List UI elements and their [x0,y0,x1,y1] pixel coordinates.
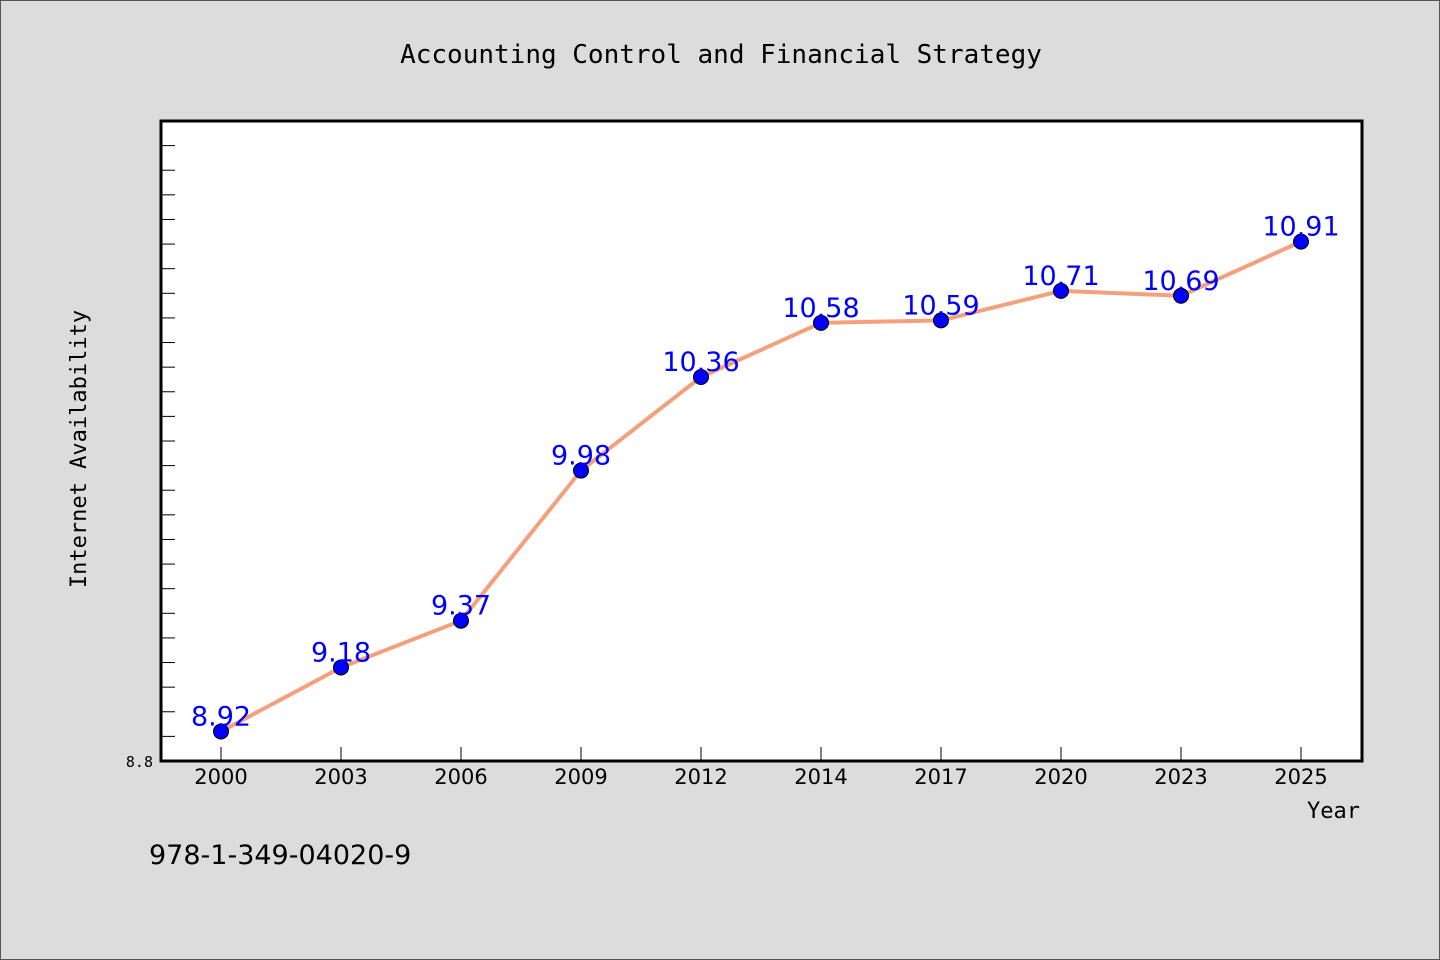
x-tick-label: 2020 [1034,765,1087,789]
data-point [693,369,709,385]
data-markers [213,233,1309,740]
data-label: 10.58 [782,293,859,324]
data-labels: 8.92 9.18 9.37 9.98 10.36 10.58 10.59 10.71 10.6… [191,212,1340,733]
x-tick-label: 2025 [1274,765,1327,789]
y-axis-ticks [161,145,175,762]
data-label: 10.71 [1022,261,1099,292]
data-point [453,612,469,629]
y-axis-label: Internet Availability [67,310,92,588]
x-tick-label: 2006 [434,765,487,789]
data-point [213,723,229,740]
plot-area [159,119,1364,763]
x-tick-label: 2000 [194,765,247,789]
data-label: 9.18 [311,637,371,668]
data-label: 10.69 [1142,266,1219,297]
x-tick-label: 2012 [674,765,727,789]
data-label: 8.92 [191,701,251,732]
data-label: 10.91 [1262,212,1339,243]
x-tick-label: 2023 [1154,765,1207,789]
data-point [933,312,949,329]
data-point [1293,233,1309,250]
x-tick-label: 2014 [794,765,847,789]
x-tick-label: 2009 [554,765,607,789]
chart-title: Accounting Control and Financial Strateg… [400,40,1042,70]
x-tick-labels: 2000 2003 2006 2009 2012 2014 2017 2020 2023 2025 [194,765,1327,789]
data-label: 10.59 [902,290,979,321]
y-tick-label: 8.8 [126,753,153,771]
x-axis-ticks [220,747,1302,761]
data-point [1053,282,1069,299]
series-line-group [219,239,1303,734]
isbn-text: 978-1-349-04020-9 [149,840,411,871]
x-tick-label: 2017 [914,765,967,789]
data-label: 9.98 [551,441,611,472]
data-point [813,314,829,331]
data-point [1173,287,1189,304]
x-tick-label: 2003 [314,765,367,789]
data-label: 9.37 [431,591,491,622]
data-point [333,659,349,676]
data-label: 10.36 [662,347,739,378]
x-axis-label: Year [1307,799,1360,824]
series-line [219,239,1303,734]
data-point [573,462,589,479]
